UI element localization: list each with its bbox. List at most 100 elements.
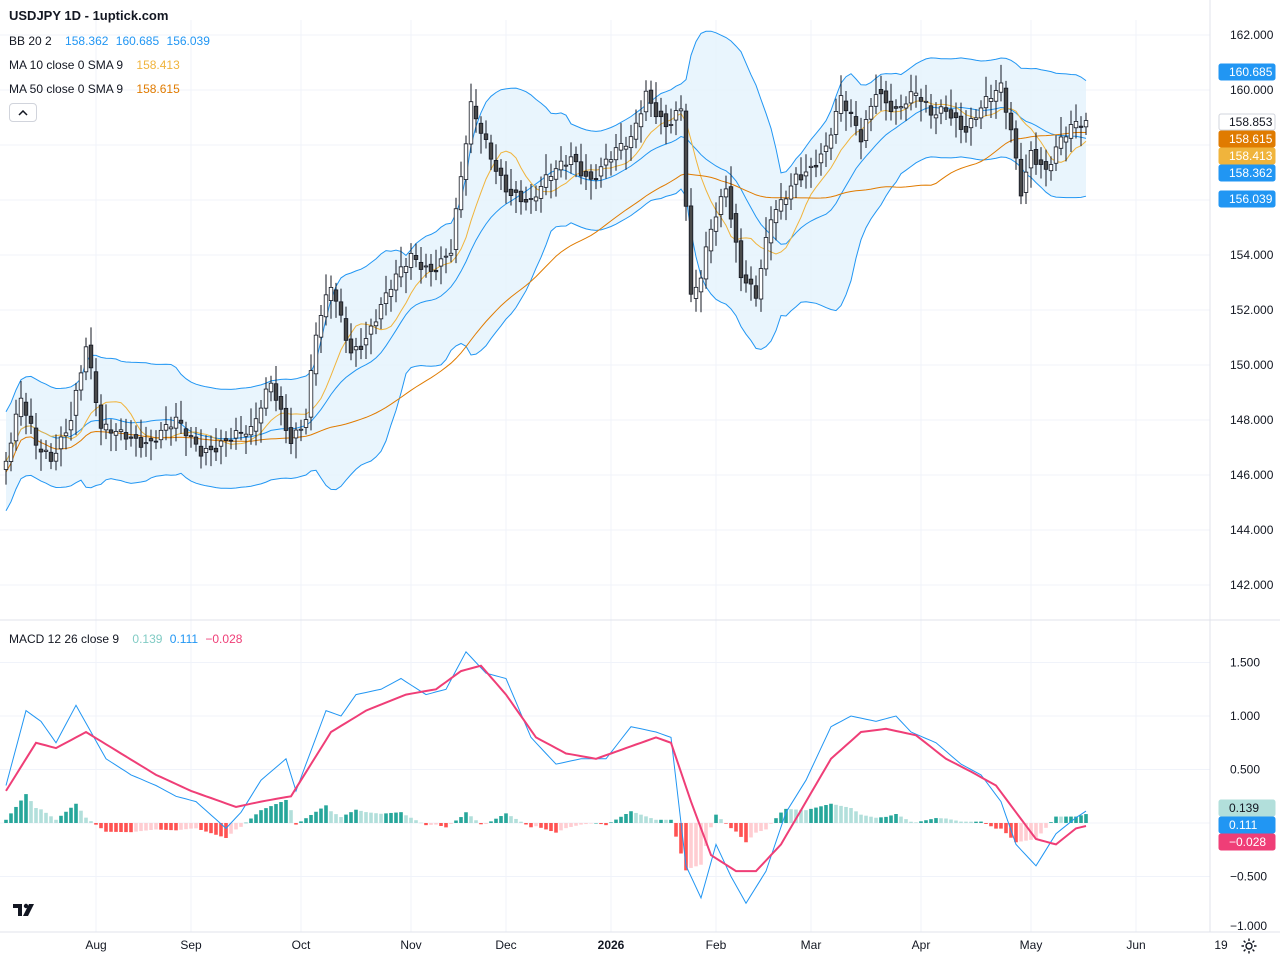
gear-icon[interactable] xyxy=(1240,937,1258,955)
macd-histogram-bar xyxy=(379,813,383,823)
macd-histogram-bar xyxy=(4,819,8,823)
legend-bb[interactable]: BB 20 2 158.362 160.685 156.039 xyxy=(9,33,214,49)
macd-histogram-bar xyxy=(884,816,888,823)
legend-bb-label: BB 20 2 xyxy=(9,34,52,48)
candle-body xyxy=(298,428,304,431)
macd-histogram-bar xyxy=(314,811,318,823)
macd-histogram-bar xyxy=(219,823,223,837)
candle-body xyxy=(1083,120,1089,128)
macd-histogram-bar xyxy=(29,801,33,823)
price-tick-label: 150.000 xyxy=(1230,358,1274,372)
price-pane[interactable] xyxy=(3,30,1089,512)
candle-body xyxy=(713,216,719,232)
price-tag-bg xyxy=(1218,130,1276,148)
candle-body xyxy=(138,437,144,448)
candle-body xyxy=(373,321,379,327)
candle-body xyxy=(108,429,114,434)
macd-histogram-bar xyxy=(984,823,988,824)
time-axis[interactable]: Aug Sep Oct Nov Dec 2026 Feb Mar Apr May Jun 19 xyxy=(85,938,1228,952)
macd-histogram-bar xyxy=(1049,822,1053,823)
candle-body xyxy=(813,164,819,168)
time-tick-label: Oct xyxy=(292,938,311,952)
macd-histogram-bar xyxy=(679,823,683,854)
candle-body xyxy=(428,263,434,272)
macd-histogram-bar xyxy=(169,823,173,831)
candle-body xyxy=(338,301,344,316)
legend-ma10[interactable]: MA 10 close 0 SMA 9 158.413 xyxy=(9,57,184,73)
macd-histogram-bar xyxy=(969,821,973,823)
candle-body xyxy=(1063,136,1069,143)
macd-histogram-bar xyxy=(1069,816,1073,823)
macd-histogram-bar xyxy=(894,814,898,823)
legend-ma50[interactable]: MA 50 close 0 SMA 9 158.615 xyxy=(9,81,184,97)
candle-body xyxy=(458,176,464,211)
candle-body xyxy=(223,438,229,441)
candle-body xyxy=(258,407,264,424)
candle-body xyxy=(53,452,59,462)
macd-histogram-bar xyxy=(514,818,518,823)
candle-body xyxy=(8,442,14,462)
candle-body xyxy=(448,252,454,256)
macd-histogram-bar xyxy=(84,817,88,823)
price-tick-label: 142.000 xyxy=(1230,578,1274,592)
macd-histogram-bar xyxy=(624,814,628,823)
candle-body xyxy=(563,164,569,167)
macd-histogram-bar xyxy=(1019,823,1023,842)
collapse-legend-button[interactable] xyxy=(9,103,37,122)
macd-histogram-bar xyxy=(644,816,648,823)
macd-histogram-bar xyxy=(269,806,273,823)
macd-signal-line xyxy=(5,664,1087,873)
candle-body xyxy=(788,185,794,200)
candle-body xyxy=(578,161,584,177)
candle-body xyxy=(653,102,659,118)
macd-histogram-bar xyxy=(564,823,568,829)
macd-histogram-bar xyxy=(329,811,333,823)
candle-body xyxy=(1058,136,1064,149)
legend-bb-basis: 158.362 xyxy=(65,34,109,48)
time-tick-label: Sep xyxy=(180,938,202,952)
macd-tag-bg xyxy=(1218,833,1276,851)
macd-histogram-bar xyxy=(954,820,958,823)
candle-body xyxy=(1043,161,1049,170)
macd-histogram-bar xyxy=(869,816,873,823)
macd-histogram-bar xyxy=(39,809,43,823)
macd-histogram-bar xyxy=(519,821,523,823)
candle-body xyxy=(863,119,869,141)
macd-tick-label: 0.500 xyxy=(1230,763,1260,777)
macd-histogram-bar xyxy=(259,810,263,823)
macd-pane[interactable] xyxy=(4,650,1088,905)
price-tick-label: 160.000 xyxy=(1230,83,1274,97)
macd-histogram-bar xyxy=(119,823,123,832)
macd-histogram-bar xyxy=(709,823,713,828)
macd-histogram-bar xyxy=(484,823,488,825)
macd-histogram-bar xyxy=(1004,823,1008,834)
macd-histogram-bar xyxy=(829,803,833,823)
candle-body xyxy=(683,110,689,207)
macd-histogram-bar xyxy=(879,817,883,823)
candle-body xyxy=(703,246,709,280)
macd-histogram-bar xyxy=(824,805,828,823)
price-tag-bg xyxy=(1218,147,1276,165)
candle-body xyxy=(918,97,924,102)
candle-body xyxy=(98,404,104,429)
macd-histogram-bar xyxy=(599,823,603,825)
macd-histogram-bar xyxy=(864,815,868,823)
candle-body xyxy=(198,445,204,457)
candle-body xyxy=(493,160,499,172)
candle-body xyxy=(1033,149,1039,165)
macd-histogram-bar xyxy=(929,819,933,823)
macd-tick-label: −0.500 xyxy=(1230,870,1267,884)
legend-macd[interactable]: MACD 12 26 close 9 0.139 0.111 −0.028 xyxy=(9,631,246,647)
macd-histogram-bar xyxy=(154,823,158,830)
macd-histogram-bar xyxy=(159,823,163,830)
macd-histogram-bar xyxy=(174,823,178,831)
macd-histogram-bar xyxy=(74,803,78,823)
candle-body xyxy=(678,108,684,112)
candle-body xyxy=(818,153,824,164)
tradingview-logo[interactable] xyxy=(11,900,39,920)
macd-histogram-bar xyxy=(504,813,508,823)
candle-body xyxy=(518,190,524,203)
time-tick-label: Feb xyxy=(706,938,727,952)
candle-body xyxy=(513,189,519,193)
